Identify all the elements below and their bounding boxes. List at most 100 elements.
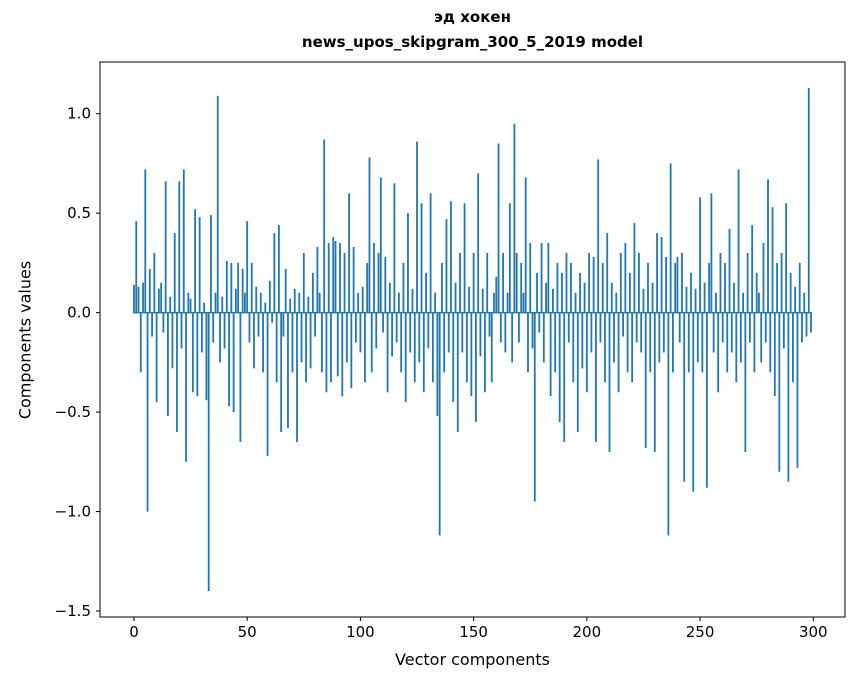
bar	[678, 312, 681, 343]
bar	[481, 288, 484, 313]
bar	[382, 312, 384, 333]
bar	[259, 292, 262, 313]
bar	[255, 286, 258, 313]
bar	[529, 243, 532, 313]
bar	[499, 312, 502, 343]
x-tick-label: 250	[686, 623, 715, 641]
bar	[615, 292, 618, 313]
bar	[370, 312, 373, 373]
bar	[649, 312, 652, 373]
y-tick-label: −1.0	[55, 503, 91, 521]
bar	[139, 312, 142, 373]
bar	[330, 312, 332, 383]
bar	[705, 312, 708, 488]
bar	[626, 312, 629, 373]
bar	[619, 252, 622, 313]
bar	[674, 262, 677, 313]
bar	[742, 292, 744, 313]
bar	[368, 157, 371, 313]
bar	[520, 262, 523, 313]
bar	[592, 256, 595, 313]
bar	[144, 169, 147, 313]
bar	[148, 268, 151, 313]
bar	[311, 272, 314, 313]
bar	[341, 312, 344, 397]
x-tick-label: 200	[573, 623, 602, 641]
bar	[542, 312, 545, 363]
bar	[461, 312, 464, 353]
bar	[658, 312, 661, 363]
bar	[167, 312, 169, 417]
bar	[332, 237, 335, 313]
bar	[803, 292, 806, 313]
bar	[307, 296, 310, 313]
bar	[210, 215, 212, 313]
bar	[755, 272, 758, 313]
bar	[325, 312, 328, 393]
bar	[624, 243, 627, 313]
bar	[413, 312, 416, 383]
bar	[515, 252, 518, 313]
bar	[574, 292, 577, 313]
bar	[780, 252, 783, 313]
bar	[785, 203, 788, 313]
bar	[681, 252, 683, 313]
bar	[438, 312, 441, 536]
bar	[257, 312, 260, 337]
bar	[284, 268, 287, 313]
bar	[248, 312, 251, 343]
bar	[441, 262, 443, 313]
plot-border	[99, 61, 846, 618]
bar	[583, 282, 586, 313]
bar	[735, 312, 738, 383]
bar	[300, 312, 303, 363]
bar	[296, 312, 298, 442]
bar	[726, 312, 729, 373]
bar	[316, 247, 319, 313]
bar	[778, 312, 781, 472]
bar	[531, 312, 534, 349]
bar	[253, 312, 255, 369]
bar	[336, 312, 339, 377]
bar	[563, 312, 566, 442]
bar	[185, 312, 187, 462]
bar	[524, 177, 527, 313]
bar	[579, 272, 581, 313]
bar	[359, 312, 362, 353]
bar	[219, 312, 221, 363]
bar	[373, 243, 375, 313]
bar	[570, 262, 572, 313]
bar	[289, 298, 292, 313]
bar	[407, 213, 409, 313]
bar	[162, 312, 165, 333]
bar	[237, 262, 240, 313]
bar	[651, 282, 654, 313]
bar	[282, 312, 285, 337]
bar	[416, 141, 418, 313]
bar	[379, 177, 382, 313]
bar	[631, 312, 634, 383]
bar	[746, 252, 749, 313]
bar	[305, 312, 307, 383]
bar	[350, 312, 353, 389]
bar	[465, 312, 468, 383]
bar	[567, 312, 570, 343]
bar	[753, 312, 756, 373]
bar	[769, 312, 772, 373]
bar	[447, 312, 450, 353]
bar	[694, 288, 697, 313]
bar	[164, 181, 167, 313]
bar	[798, 262, 801, 313]
bar	[212, 312, 215, 343]
bar	[511, 312, 514, 363]
bar	[422, 312, 425, 393]
bar	[638, 252, 640, 313]
bar	[685, 286, 688, 313]
bar	[427, 312, 430, 349]
bar	[429, 193, 432, 313]
bar	[551, 288, 554, 313]
chart-title-line1: эд хокен	[434, 8, 511, 26]
y-tick-label: −0.5	[55, 403, 91, 421]
bar	[205, 312, 208, 401]
